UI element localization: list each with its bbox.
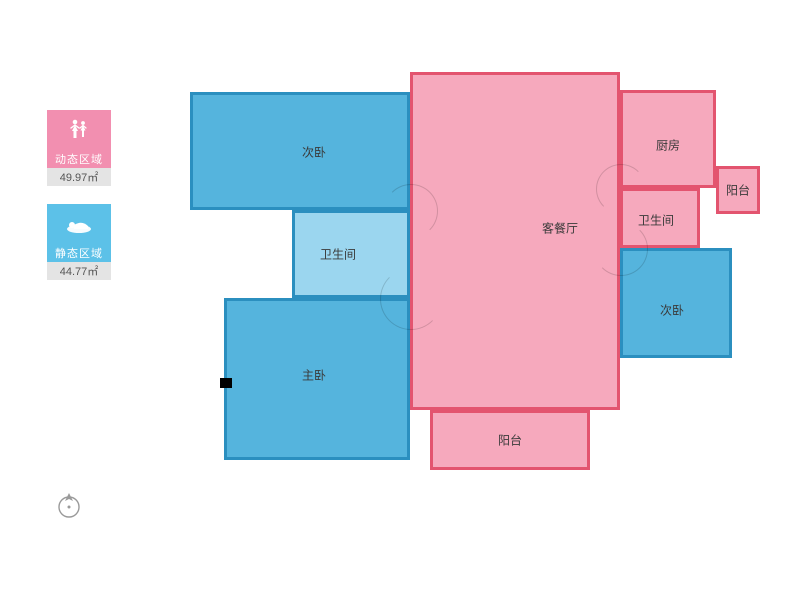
- room-bath2: [620, 188, 700, 248]
- room-bedroom2a: [190, 92, 410, 210]
- marker-0: [220, 378, 232, 388]
- room-kitchen: [620, 90, 716, 188]
- legend-static-value: 44.77㎡: [47, 262, 111, 280]
- room-bedroom2b: [620, 248, 732, 358]
- legend-static-label: 静态区域: [47, 244, 111, 262]
- compass-icon: [54, 490, 84, 520]
- people-icon: [47, 110, 111, 150]
- sleep-icon: [47, 204, 111, 244]
- floorplan: 次卧客餐厅厨房阳台卫生间次卧卫生间主卧阳台: [190, 60, 760, 500]
- legend-static: 静态区域 44.77㎡: [47, 204, 111, 280]
- room-balcony_main: [430, 410, 590, 470]
- legend-dynamic: 动态区域 49.97㎡: [47, 110, 111, 186]
- room-living: [410, 72, 620, 410]
- legend-dynamic-label: 动态区域: [47, 150, 111, 168]
- room-balcony_small: [716, 166, 760, 214]
- room-bath1: [292, 210, 410, 298]
- legend-dynamic-value: 49.97㎡: [47, 168, 111, 186]
- room-master: [224, 298, 410, 460]
